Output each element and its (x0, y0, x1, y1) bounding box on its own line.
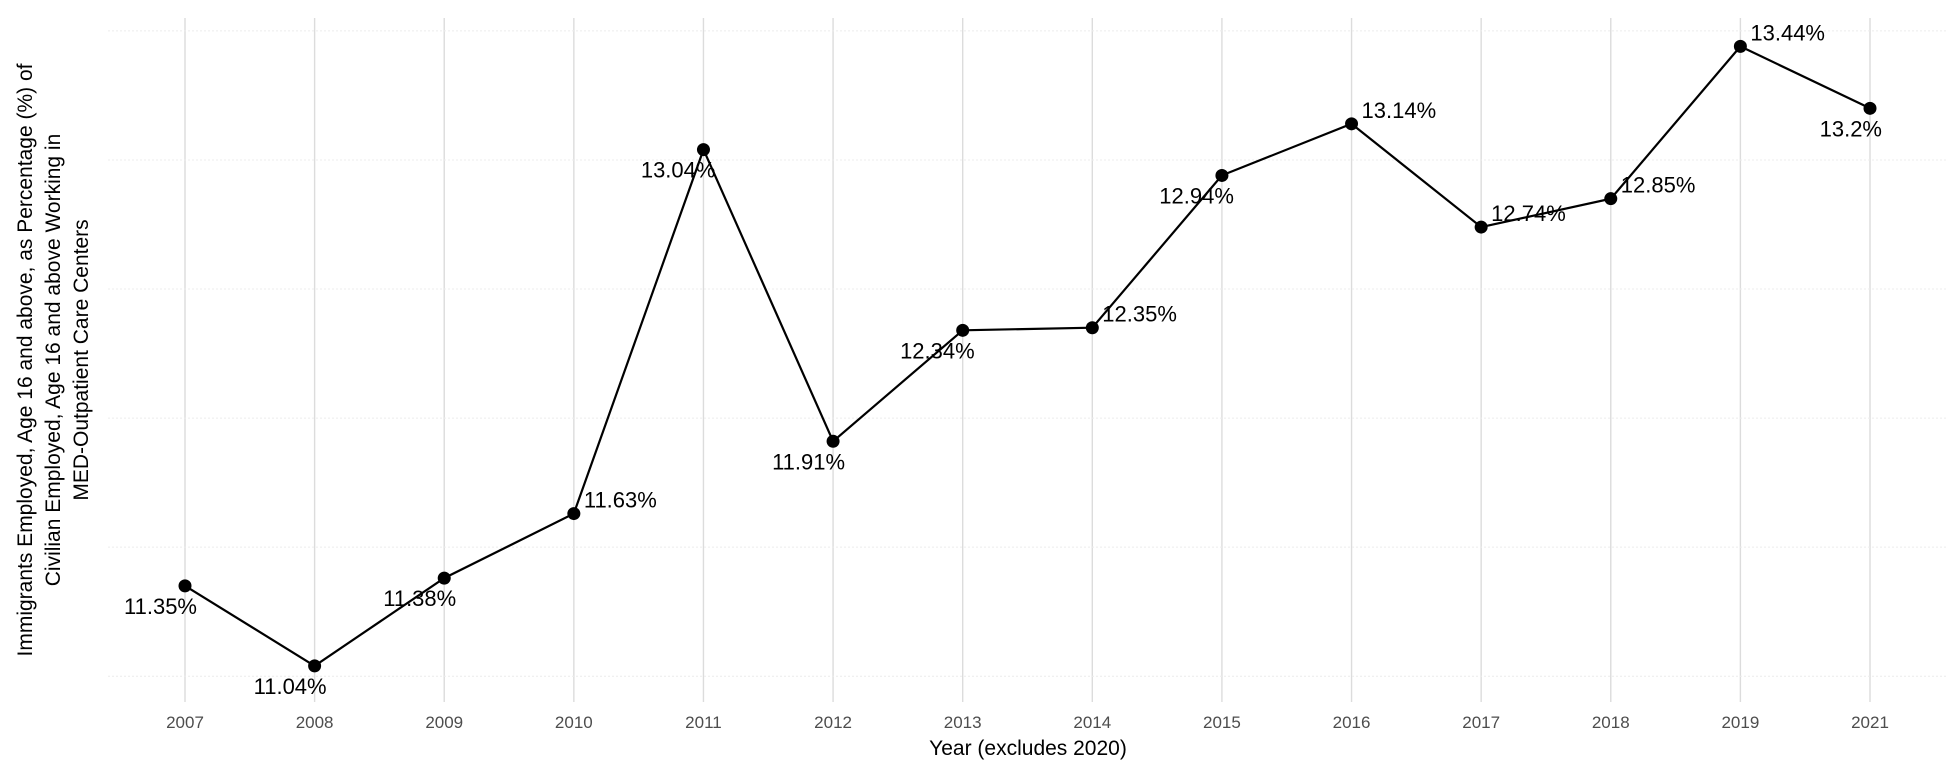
x-tick-label-2011: 2011 (685, 713, 722, 732)
data-label-2016: 13.14% (1362, 98, 1437, 123)
x-tick-label-2016: 2016 (1333, 713, 1371, 732)
data-labels-layer: 11.35% 11.04% 11.38% 11.63% 13.04% 11.91% 12.3… (124, 20, 1882, 698)
data-point-2017 (1474, 220, 1488, 234)
data-label-2019: 13.44% (1750, 20, 1825, 45)
data-label-2013: 12.34% (900, 338, 975, 363)
data-label-2011: 13.04% (641, 158, 716, 183)
data-point-2007 (178, 579, 192, 593)
data-label-2017: 12.74% (1491, 201, 1566, 226)
x-tick-label-2021: 2021 (1851, 713, 1889, 732)
x-tick-label-2019: 2019 (1721, 713, 1759, 732)
data-label-2008: 11.04% (254, 674, 327, 699)
data-point-2011 (696, 143, 710, 157)
data-label-2014: 12.35% (1102, 302, 1177, 327)
x-tick-label-2008: 2008 (296, 713, 334, 732)
series-line (184, 45, 1871, 668)
data-label-2015: 12.94% (1159, 183, 1234, 208)
data-label-2012: 11.91% (772, 449, 845, 474)
x-tick-label-2014: 2014 (1073, 713, 1111, 732)
data-point-2019 (1733, 39, 1747, 53)
data-label-2007: 11.35% (124, 594, 197, 619)
data-label-2021: 13.2% (1820, 116, 1882, 141)
data-point-2008 (308, 659, 322, 673)
data-point-2010 (567, 507, 581, 521)
x-tick-label-2009: 2009 (425, 713, 463, 732)
x-axis-title: Year (excludes 2020) (929, 737, 1127, 760)
data-point-2016 (1345, 117, 1359, 131)
data-point-2018 (1604, 192, 1618, 206)
y-axis-title: Immigrants Employed, Age 16 and above, a… (14, 63, 93, 656)
x-tick-label-2007: 2007 (166, 713, 204, 732)
y-axis-title-line: Civilian Employed, Age 16 and above Work… (42, 134, 65, 587)
data-point-2009 (437, 571, 451, 585)
x-tick-label-2012: 2012 (814, 713, 852, 732)
y-axis-title-line: MED-Outpatient Care Centers (70, 219, 93, 500)
grid-layer (108, 18, 1948, 702)
x-tick-labels-layer: 2007 2008 2009 2010 2011 2012 2013 2014 2015 2016… (166, 713, 1889, 732)
x-tick-label-2010: 2010 (555, 713, 593, 732)
y-axis-title-line: Immigrants Employed, Age 16 and above, a… (14, 63, 37, 656)
x-tick-label-2017: 2017 (1462, 713, 1500, 732)
x-tick-label-2013: 2013 (944, 713, 982, 732)
x-tick-label-2018: 2018 (1592, 713, 1630, 732)
data-label-2010: 11.63% (584, 488, 657, 513)
data-point-2021 (1863, 101, 1877, 115)
data-point-2014 (1085, 321, 1099, 335)
data-label-2009: 11.38% (383, 586, 456, 611)
data-point-2013 (956, 323, 970, 337)
points-layer (178, 39, 1877, 673)
data-label-2018: 12.85% (1621, 173, 1696, 198)
data-point-2012 (826, 434, 840, 448)
x-tick-label-2015: 2015 (1203, 713, 1241, 732)
data-point-2015 (1215, 168, 1229, 182)
